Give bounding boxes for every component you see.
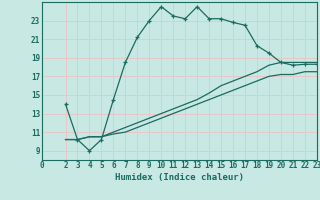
X-axis label: Humidex (Indice chaleur): Humidex (Indice chaleur) [115, 173, 244, 182]
